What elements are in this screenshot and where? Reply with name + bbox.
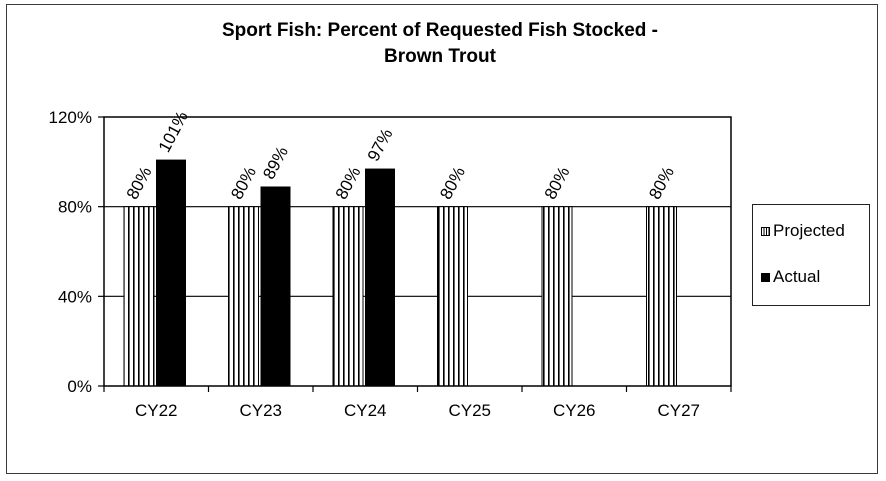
bar-actual [156, 159, 186, 386]
legend-label-projected: Projected [773, 221, 845, 240]
legend-swatch-projected [761, 226, 770, 236]
legend-item-actual: Actual [761, 267, 820, 287]
legend-swatch-actual [761, 272, 770, 282]
x-tick-label: CY24 [344, 401, 387, 420]
data-label-projected: 80% [227, 164, 260, 203]
data-label-projected: 80% [541, 164, 574, 203]
legend: Projected Actual [752, 204, 870, 306]
data-label-actual: 97% [364, 125, 397, 164]
x-tick-label: CY22 [135, 401, 178, 420]
data-label-projected: 80% [645, 164, 678, 203]
chart-title-line1: Sport Fish: Percent of Requested Fish St… [221, 20, 658, 41]
plot-area [103, 116, 732, 387]
x-tick-label: CY26 [553, 401, 596, 420]
data-label-projected: 80% [123, 164, 156, 203]
bar-projected [646, 206, 677, 387]
bar-actual [365, 168, 395, 386]
y-tick-label: 120% [49, 108, 92, 127]
data-label-projected: 80% [436, 164, 469, 203]
legend-item-projected: Projected [761, 221, 845, 241]
y-axis-ticks: 0% 40% 80% 120% [49, 108, 104, 396]
data-label-actual: 101% [155, 108, 192, 155]
x-axis-labels: CY22 CY23 CY24 CY25 CY26 CY27 [103, 386, 732, 420]
x-tick-label: CY23 [239, 401, 282, 420]
data-label-projected: 80% [332, 164, 365, 203]
x-tick-label: CY25 [448, 401, 491, 420]
bars [123, 159, 677, 387]
y-tick-label: 0% [67, 377, 92, 396]
data-label-actual: 89% [259, 143, 292, 182]
bar-projected [123, 206, 155, 387]
y-tick-label: 40% [58, 287, 92, 306]
y-tick-label: 80% [58, 198, 92, 217]
bar-projected [541, 206, 573, 387]
bar-projected [332, 206, 364, 387]
data-labels: 80%101%80%89%80%97%80% 80% 80% [123, 108, 678, 202]
legend-label-actual: Actual [773, 267, 821, 286]
chart-title-line2: Brown Trout [384, 46, 496, 67]
gridlines [104, 206, 731, 297]
bar-actual [260, 186, 291, 386]
bar-projected [437, 206, 468, 387]
chart-title: Sport Fish: Percent of Requested Fish St… [0, 18, 880, 70]
bar-projected [228, 206, 259, 387]
x-tick-label: CY27 [657, 401, 700, 420]
